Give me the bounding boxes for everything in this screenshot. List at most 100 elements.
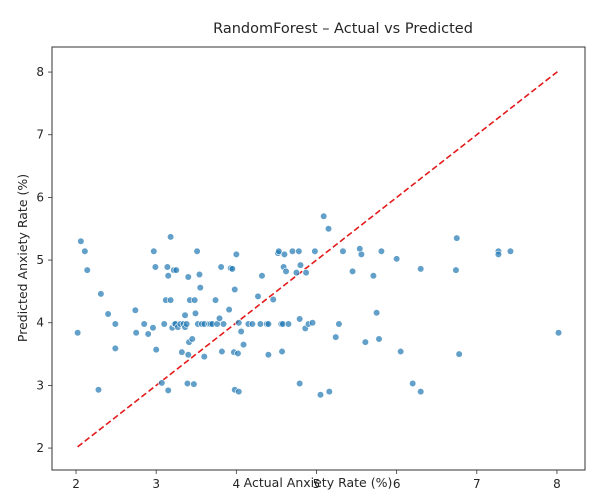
data-point bbox=[97, 290, 105, 298]
data-point bbox=[195, 270, 204, 279]
data-point bbox=[183, 320, 191, 328]
data-point bbox=[219, 320, 228, 328]
y-tick-label: 6 bbox=[36, 190, 44, 204]
y-axis-ticks: 2 3 4 5 6 7 8 bbox=[36, 65, 52, 455]
y-tick-label: 7 bbox=[36, 128, 44, 142]
data-point bbox=[228, 265, 236, 273]
data-point bbox=[369, 272, 378, 280]
x-tick-label: 7 bbox=[473, 477, 481, 491]
data-point bbox=[184, 273, 192, 281]
data-point bbox=[348, 267, 357, 275]
data-point bbox=[158, 379, 166, 387]
data-point bbox=[320, 212, 328, 220]
reference-line-layer bbox=[77, 70, 560, 448]
x-tick-label: 2 bbox=[72, 477, 80, 491]
data-point bbox=[152, 346, 160, 354]
data-point bbox=[332, 333, 340, 341]
data-point bbox=[111, 344, 119, 353]
data-point bbox=[183, 379, 192, 388]
data-point bbox=[417, 265, 425, 273]
data-point bbox=[160, 320, 168, 328]
data-point bbox=[151, 263, 159, 271]
data-point bbox=[225, 305, 233, 314]
data-point bbox=[111, 320, 119, 328]
data-point bbox=[104, 310, 112, 318]
data-point bbox=[284, 320, 293, 328]
data-point bbox=[494, 250, 503, 259]
plot-area bbox=[52, 47, 585, 470]
data-point bbox=[455, 350, 463, 358]
data-point bbox=[172, 266, 180, 274]
data-point bbox=[181, 311, 189, 319]
data-point bbox=[254, 292, 262, 301]
x-axis-label: Actual Anxiety Rate (%) bbox=[244, 475, 393, 490]
data-point bbox=[452, 266, 460, 274]
data-point bbox=[191, 296, 199, 304]
y-tick-label: 2 bbox=[36, 441, 44, 455]
data-point bbox=[200, 352, 208, 361]
data-point bbox=[167, 233, 175, 241]
data-point bbox=[188, 335, 196, 343]
data-point bbox=[308, 319, 317, 327]
data-point bbox=[237, 327, 245, 336]
data-point bbox=[191, 309, 200, 317]
x-tick-label: 5 bbox=[313, 477, 321, 491]
data-point bbox=[83, 266, 91, 274]
x-axis-ticks: 2 3 4 5 6 7 8 bbox=[72, 470, 561, 491]
data-point bbox=[264, 351, 273, 359]
data-point bbox=[231, 285, 239, 294]
x-tick-label: 4 bbox=[233, 477, 241, 491]
data-point bbox=[377, 247, 386, 255]
data-point bbox=[375, 335, 383, 343]
data-point bbox=[269, 295, 277, 304]
data-point bbox=[144, 330, 152, 338]
data-point bbox=[373, 309, 381, 317]
data-point bbox=[311, 247, 319, 255]
data-point bbox=[506, 247, 515, 255]
x-tick-label: 6 bbox=[393, 477, 401, 491]
data-point bbox=[453, 234, 461, 242]
data-point bbox=[239, 341, 248, 349]
data-point bbox=[211, 296, 220, 304]
data-point bbox=[258, 272, 266, 280]
data-point bbox=[296, 379, 304, 388]
data-point bbox=[190, 380, 198, 388]
y-tick-label: 4 bbox=[36, 316, 44, 330]
y-tick-label: 8 bbox=[36, 65, 44, 79]
data-point bbox=[256, 320, 264, 328]
data-point bbox=[397, 347, 405, 356]
data-point bbox=[149, 324, 157, 332]
data-point bbox=[409, 379, 417, 388]
data-point bbox=[357, 250, 365, 259]
data-point bbox=[193, 247, 201, 255]
data-point bbox=[316, 391, 325, 399]
data-point bbox=[554, 329, 563, 337]
data-point bbox=[264, 320, 273, 328]
data-point bbox=[339, 247, 347, 255]
data-point bbox=[74, 329, 82, 337]
data-point bbox=[280, 250, 289, 259]
data-point bbox=[248, 320, 256, 328]
data-point bbox=[81, 247, 89, 255]
data-point bbox=[77, 237, 85, 245]
data-point bbox=[296, 315, 304, 323]
data-point bbox=[361, 338, 369, 346]
data-point bbox=[232, 250, 240, 259]
y-tick-label: 5 bbox=[36, 253, 44, 267]
data-point bbox=[150, 247, 158, 255]
data-point bbox=[278, 347, 286, 356]
data-point bbox=[325, 388, 333, 396]
data-point bbox=[164, 386, 172, 395]
data-point bbox=[275, 247, 283, 255]
data-point bbox=[218, 347, 226, 356]
data-point bbox=[184, 351, 192, 359]
data-point bbox=[163, 263, 172, 271]
data-point bbox=[164, 272, 172, 280]
data-point bbox=[295, 247, 303, 255]
data-point bbox=[335, 320, 343, 328]
data-point bbox=[132, 329, 140, 337]
data-point bbox=[234, 349, 242, 358]
data-points-layer bbox=[74, 212, 563, 399]
y-axis-label: Predicted Anxiety Rate (%) bbox=[15, 174, 30, 342]
